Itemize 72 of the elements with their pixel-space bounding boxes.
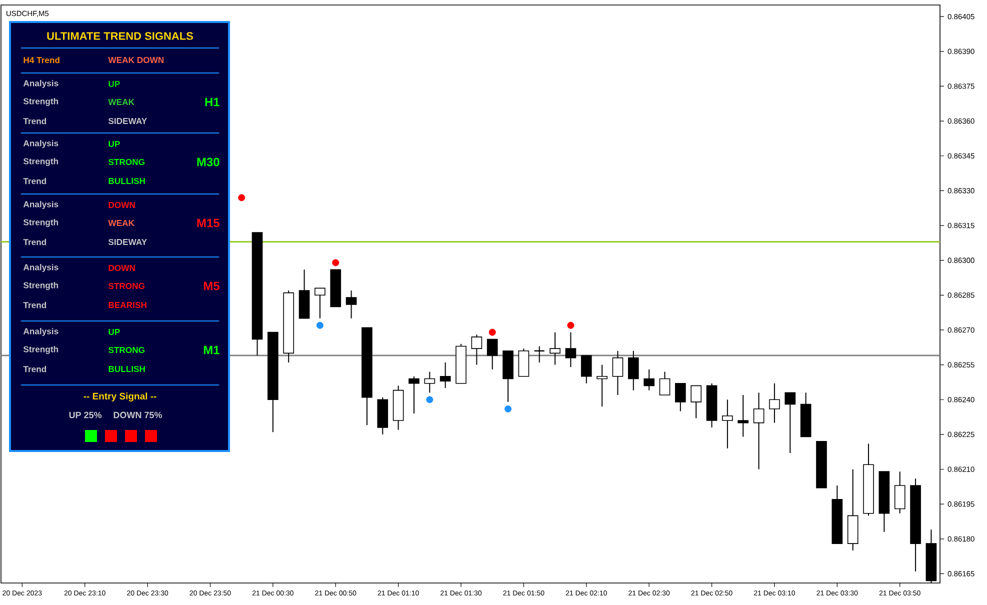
candlestick	[769, 382, 780, 424]
annotation: M5	[204, 282, 220, 290]
candlestick	[753, 392, 764, 470]
candlestick	[314, 288, 326, 319]
annotation: Analysis	[23, 328, 58, 336]
annotation: BEARISH	[108, 302, 146, 308]
candlestick	[644, 368, 654, 391]
candlestick	[440, 362, 451, 389]
candlestick	[550, 332, 560, 366]
annotation: UP	[108, 80, 120, 87]
candlestick	[408, 376, 420, 414]
annotation: Trend	[23, 302, 46, 308]
point	[488, 328, 496, 336]
candlestick	[596, 364, 608, 408]
annotation: STRONG	[108, 158, 144, 166]
candlestick	[565, 332, 576, 368]
annotation: UP 25%	[69, 412, 102, 418]
candlestick	[486, 338, 498, 370]
annotation: WEAK	[108, 99, 134, 105]
annotation: WEAK DOWN	[108, 56, 164, 64]
annotation: M1	[204, 346, 220, 354]
annotation: SIDEWAY	[108, 238, 147, 246]
annotation: Trend	[23, 366, 46, 372]
annotation: H1	[205, 98, 220, 106]
candlestick	[471, 334, 482, 366]
text: ULTIMATE TREND SIGNALS	[47, 32, 193, 40]
annotation: BULLISH	[108, 366, 145, 372]
annotation: DOWN	[108, 202, 135, 208]
annotation: STRONG	[108, 346, 144, 354]
annotation: SIDEWAY	[108, 118, 147, 124]
annotation: Strength	[23, 346, 58, 354]
annotation: DOWN 75%	[114, 412, 162, 418]
point	[332, 259, 340, 266]
annotation: Trend	[23, 238, 46, 246]
candlestick	[424, 371, 436, 394]
point	[504, 405, 512, 412]
candlestick	[612, 350, 624, 396]
candlestick	[722, 399, 733, 449]
annotation: Trend	[23, 178, 46, 184]
candlestick	[628, 350, 639, 391]
candlestick	[580, 355, 592, 384]
candlestick	[738, 394, 749, 438]
candlestick	[894, 471, 906, 514]
annotation: Analysis	[23, 200, 58, 210]
point	[238, 194, 246, 202]
candlestick	[346, 290, 357, 319]
annotation: Strength	[23, 282, 58, 290]
annotation: H4 Trend	[24, 56, 60, 64]
annotation: Trend	[23, 118, 46, 124]
annotation: M15	[197, 218, 220, 228]
candlestick	[675, 382, 686, 412]
candlestick	[690, 385, 702, 419]
annotation: Strength	[23, 98, 58, 106]
candlestick	[534, 346, 545, 363]
annotation: Analysis	[23, 264, 58, 272]
annotation: Strength	[23, 218, 58, 228]
annotation: M30	[197, 158, 220, 166]
annotation: BULLISH	[108, 178, 145, 184]
annotation: UP	[108, 141, 120, 147]
annotation: Strength	[23, 158, 58, 166]
candlestick	[659, 371, 670, 396]
annotation: STRONG	[108, 282, 144, 290]
annotation: Analysis	[23, 140, 58, 148]
annotation: UP	[108, 329, 120, 335]
annotation: -- Entry Signal --	[84, 392, 156, 402]
point	[316, 322, 324, 329]
point	[426, 396, 434, 404]
candlestick	[784, 392, 796, 454]
annotation: WEAK	[108, 220, 134, 226]
annotation: Analysis	[23, 80, 58, 88]
annotation: DOWN	[108, 264, 135, 272]
point	[567, 322, 574, 329]
